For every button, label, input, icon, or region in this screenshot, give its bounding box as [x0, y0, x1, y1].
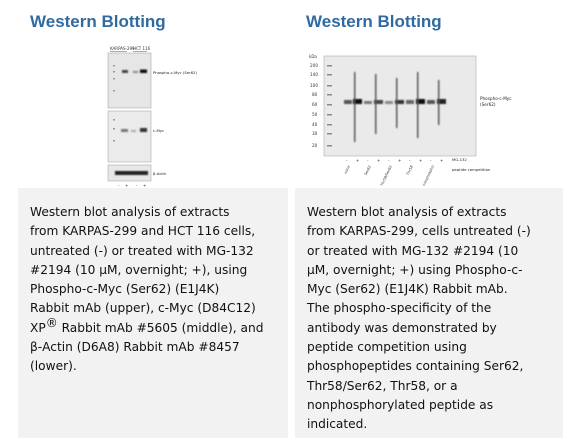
right-marker-label: 40 [312, 122, 318, 127]
caption-line: Myc (Ser62) (E1J4K) Rabbit mAb. [307, 282, 508, 297]
right-lane-sign: - [346, 158, 348, 163]
left-blot-panel-middle [107, 110, 152, 163]
right-peptide-label: none [343, 164, 351, 175]
right-lane-sign: + [377, 158, 380, 163]
left-western-blot-image: KARPAS-299 HCT 116 Phospho-c-Myc (Ser62)… [107, 46, 197, 188]
right-lane-sign: - [388, 158, 390, 163]
caption-line: or treated with MG-132 #2194 (10 [307, 243, 519, 258]
right-caption-box: Western blot analysis of extracts from K… [295, 188, 563, 438]
caption-line: untreated (-) or treated with MG-132 [30, 243, 254, 258]
caption-line: Western blot analysis of extracts [307, 205, 507, 219]
right-lane-sign: + [419, 158, 422, 163]
left-header-label-hct116: HCT 116 [133, 46, 151, 51]
left-lane-sign: + [125, 183, 128, 188]
left-header-label-karpas: KARPAS-299 [110, 46, 135, 51]
caption-line: antibody was demonstrated by [307, 320, 497, 335]
right-peptide-label: Thr58/Ser62 [379, 165, 392, 188]
right-marker-label: 140 [310, 72, 318, 77]
left-blot-label-beta-actin: β-Actin [153, 171, 167, 176]
caption-line: Thr58/Ser62, Thr58, or a [307, 378, 458, 393]
caption-line: peptide competition using [307, 340, 467, 355]
right-peptide-label: Thr58 [405, 164, 414, 177]
right-marker-label: 20 [312, 143, 318, 148]
right-lane-sign: - [367, 158, 369, 163]
right-marker-label: 100 [310, 83, 318, 88]
right-peptide-label: nonphospho [422, 165, 435, 187]
caption-line: Western blot analysis of extracts [30, 205, 230, 219]
caption-line: from KARPAS-299, cells untreated (-) [307, 224, 531, 239]
left-panel-title: Western Blotting [30, 12, 166, 31]
right-lane-sign: + [398, 158, 401, 163]
right-marker-label: 200 [310, 63, 318, 68]
right-caption: Western blot analysis of extracts from K… [307, 203, 553, 435]
right-blot-membrane [323, 55, 477, 157]
left-blot-label-phospho-c-myc: Phospho-c-Myc (Ser62) [153, 70, 197, 75]
right-peptide-label: Ser62 [364, 165, 372, 176]
caption-line: from KARPAS-299 and HCT 116 cells, [30, 224, 256, 239]
left-blot-panel-upper [107, 52, 152, 109]
right-marker-label: 60 [312, 102, 318, 107]
registered-mark: ® [45, 315, 58, 330]
caption-line: #2194 (10 μM, overnight; +), using [30, 262, 248, 277]
right-lane-sign: - [409, 158, 411, 163]
right-lane-sign: + [356, 158, 359, 163]
caption-line: nonphosphorylated peptide as [307, 397, 494, 412]
caption-line: μM, overnight; +) using Phospho-c- [307, 262, 523, 277]
right-western-blot-image: kDa 200 140 100 80 60 50 40 30 20 Phosph… [309, 54, 512, 188]
right-row-label-mg132: MG-132 [452, 157, 467, 162]
right-kda-label: kDa [309, 54, 317, 59]
left-caption-box: Western blot analysis of extracts from K… [18, 188, 288, 438]
caption-line: XP® Rabbit mAb #5605 (middle), and [30, 315, 264, 335]
right-marker-label: 30 [312, 131, 318, 136]
caption-line: phosphopeptides containing Ser62, [307, 359, 524, 374]
left-blot-label-c-myc: c-Myc [153, 128, 164, 133]
right-marker-label: 80 [312, 92, 318, 97]
caption-line: (lower). [30, 359, 77, 374]
right-lane-sign: + [440, 158, 443, 163]
right-marker-label: 50 [312, 112, 318, 117]
right-panel-title: Western Blotting [306, 12, 442, 31]
caption-line: β-Actin (D6A8) Rabbit mAb #8457 [30, 340, 240, 355]
right-blot-label-line2: (Ser62) [480, 102, 496, 107]
right-lane-sign: - [430, 158, 432, 163]
left-lane-sign: - [136, 183, 138, 188]
left-lane-sign: - [118, 183, 120, 188]
caption-line: Rabbit mAb (upper), c-Myc (D84C12) [30, 301, 256, 316]
left-caption: Western blot analysis of extracts from K… [30, 203, 278, 377]
right-blot-label-line1: Phospho-c-Myc [480, 96, 512, 101]
caption-line: The phospho-specificity of the [307, 301, 492, 316]
caption-line: indicated. [307, 417, 368, 432]
left-lane-sign: + [143, 183, 146, 188]
right-row-label-peptide: peptide competition [452, 167, 491, 172]
caption-line: Phospho-c-Myc (Ser62) (E1J4K) [30, 282, 220, 297]
